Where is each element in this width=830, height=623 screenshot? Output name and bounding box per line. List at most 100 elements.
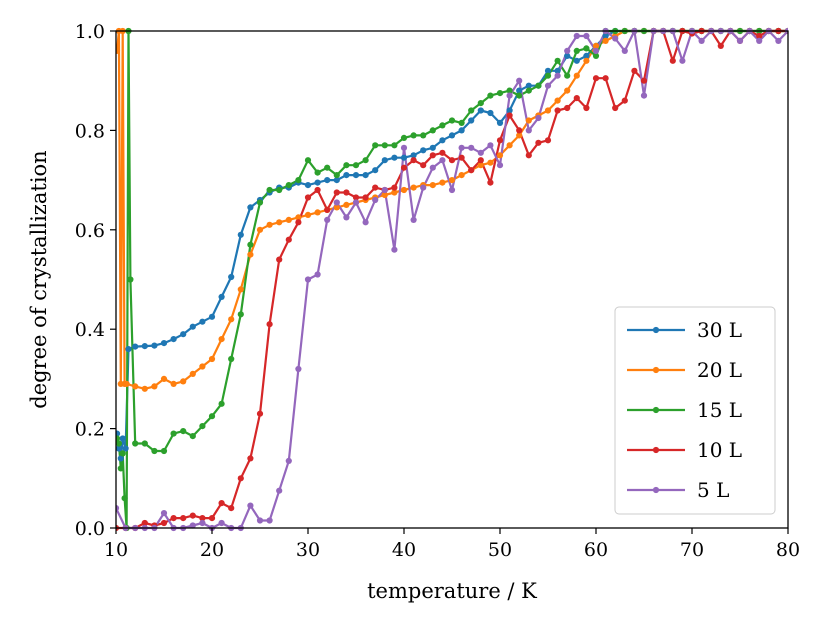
data-point-30l — [439, 137, 446, 144]
data-point-10l — [439, 149, 446, 156]
data-point-10l — [410, 157, 417, 164]
data-point-30l — [362, 172, 369, 179]
data-point-15l — [151, 447, 158, 455]
data-point-15l — [468, 107, 475, 114]
data-point-20l — [544, 107, 552, 114]
data-point-30l — [228, 273, 235, 281]
data-point-15l — [400, 134, 408, 141]
data-point-15l — [295, 177, 302, 184]
data-point-10l — [535, 139, 542, 146]
data-point-20l — [208, 355, 216, 363]
legend-item-30l: 30 L — [627, 318, 742, 342]
data-point-30l — [180, 331, 187, 338]
y-tick-label: 0.0 — [75, 518, 105, 540]
data-point-30l — [468, 117, 475, 124]
legend-label: 15 L — [697, 398, 742, 422]
legend-item-5l: 5 L — [627, 478, 729, 502]
data-point-30l — [125, 346, 132, 353]
legend-marker — [652, 366, 660, 374]
data-point-5l — [247, 502, 254, 509]
y-tick-label: 1.0 — [75, 21, 105, 43]
data-point-10l — [487, 179, 494, 186]
data-point-10l — [170, 515, 177, 522]
data-point-15l — [228, 355, 235, 363]
data-point-20l — [602, 37, 609, 45]
data-point-30l — [116, 445, 122, 452]
data-point-20l — [333, 204, 340, 211]
legend-item-10l: 10 L — [627, 438, 742, 462]
data-point-15l — [117, 465, 124, 472]
data-point-5l — [448, 186, 456, 194]
data-point-15l — [170, 430, 177, 437]
data-point-15l — [429, 127, 436, 134]
data-point-10l — [631, 67, 638, 74]
data-point-15l — [506, 87, 513, 94]
data-point-30l — [573, 57, 580, 64]
data-point-5l — [544, 82, 552, 89]
data-point-30l — [400, 154, 408, 161]
data-point-30l — [189, 323, 196, 330]
data-point-15l — [458, 119, 465, 126]
data-point-5l — [679, 57, 686, 64]
data-point-30l — [343, 172, 350, 179]
data-point-20l — [391, 189, 398, 196]
data-point-10l — [141, 519, 148, 527]
data-point-20l — [592, 42, 600, 50]
data-point-30l — [208, 313, 216, 320]
data-point-10l — [343, 189, 350, 196]
data-point-5l — [410, 216, 417, 223]
data-point-20l — [151, 383, 158, 390]
data-point-5l — [756, 37, 763, 45]
data-point-15l — [304, 157, 312, 164]
y-tick-label: 0.4 — [75, 319, 105, 341]
data-point-15l — [276, 186, 283, 194]
data-point-30l — [381, 157, 388, 164]
data-point-5l — [276, 487, 283, 494]
data-point-30l — [525, 82, 532, 89]
data-point-5l — [612, 35, 619, 42]
data-point-10l — [496, 137, 504, 144]
data-point-10l — [266, 321, 273, 328]
data-point-5l — [439, 157, 446, 164]
data-point-5l — [487, 142, 494, 149]
data-point-20l — [180, 378, 187, 385]
data-point-5l — [352, 199, 360, 206]
data-point-5l — [477, 149, 484, 156]
data-point-10l — [573, 95, 580, 102]
data-point-5l — [189, 522, 196, 529]
data-point-20l — [573, 72, 580, 79]
data-point-20l — [429, 182, 436, 189]
data-point-5l — [256, 517, 264, 524]
data-point-20l — [564, 87, 571, 94]
y-tick-label: 0.2 — [75, 419, 105, 441]
data-point-10l — [208, 515, 216, 522]
data-point-20l — [448, 177, 456, 184]
data-point-5l — [304, 276, 312, 283]
data-point-15l — [583, 45, 590, 52]
data-point-20l — [116, 47, 121, 54]
data-point-15l — [180, 428, 187, 435]
x-tick-label: 40 — [392, 539, 416, 561]
data-point-10l — [237, 475, 244, 482]
data-point-20l — [295, 214, 302, 221]
data-point-20l — [141, 385, 148, 392]
data-point-10l — [612, 104, 619, 112]
data-point-20l — [304, 211, 312, 218]
data-point-5l — [314, 271, 321, 278]
data-point-5l — [218, 519, 225, 527]
legend-marker — [652, 486, 660, 494]
data-point-10l — [324, 206, 331, 213]
data-point-10l — [256, 410, 264, 417]
data-point-20l — [170, 380, 177, 387]
data-point-15l — [487, 92, 494, 99]
x-tick-label: 30 — [296, 539, 320, 561]
data-point-20l — [343, 201, 350, 208]
data-point-10l — [400, 164, 408, 171]
data-point-30l — [352, 172, 360, 179]
data-point-10l — [199, 515, 206, 522]
data-point-15l — [160, 447, 168, 455]
data-point-5l — [391, 246, 398, 253]
data-point-10l — [477, 157, 484, 164]
legend-marker — [652, 326, 660, 334]
data-point-15l — [477, 100, 484, 107]
